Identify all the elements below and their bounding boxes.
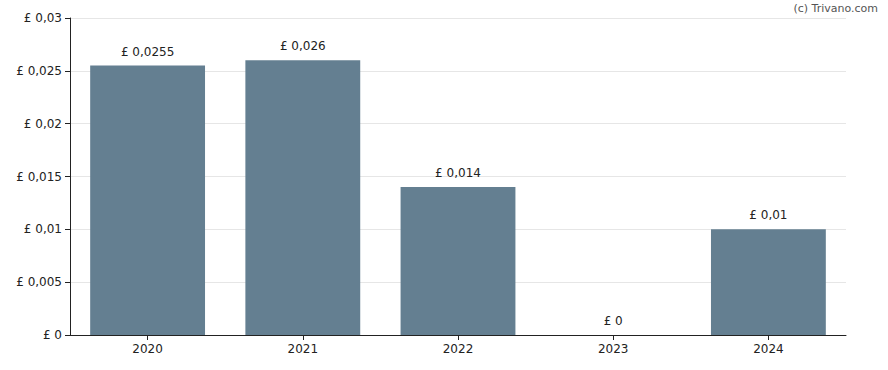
svg-text:£ 0,025: £ 0,025 (16, 64, 62, 78)
svg-text:2022: 2022 (443, 342, 474, 356)
svg-text:2024: 2024 (753, 342, 784, 356)
svg-text:2020: 2020 (132, 342, 163, 356)
svg-text:(c) Trivano.com: (c) Trivano.com (793, 2, 878, 15)
svg-text:£ 0,01: £ 0,01 (24, 222, 62, 236)
svg-text:£ 0,03: £ 0,03 (24, 11, 62, 25)
svg-text:£ 0,026: £ 0,026 (280, 39, 326, 53)
svg-text:£ 0,02: £ 0,02 (24, 117, 62, 131)
svg-text:£ 0,01: £ 0,01 (749, 208, 787, 222)
svg-text:£ 0,014: £ 0,014 (435, 166, 481, 180)
svg-text:£ 0: £ 0 (43, 328, 62, 342)
svg-text:£ 0,005: £ 0,005 (16, 275, 62, 289)
svg-text:£ 0: £ 0 (604, 314, 623, 328)
svg-text:£ 0,0255: £ 0,0255 (121, 45, 174, 59)
svg-text:£ 0,015: £ 0,015 (16, 170, 62, 184)
svg-text:2021: 2021 (288, 342, 319, 356)
svg-text:2023: 2023 (598, 342, 629, 356)
